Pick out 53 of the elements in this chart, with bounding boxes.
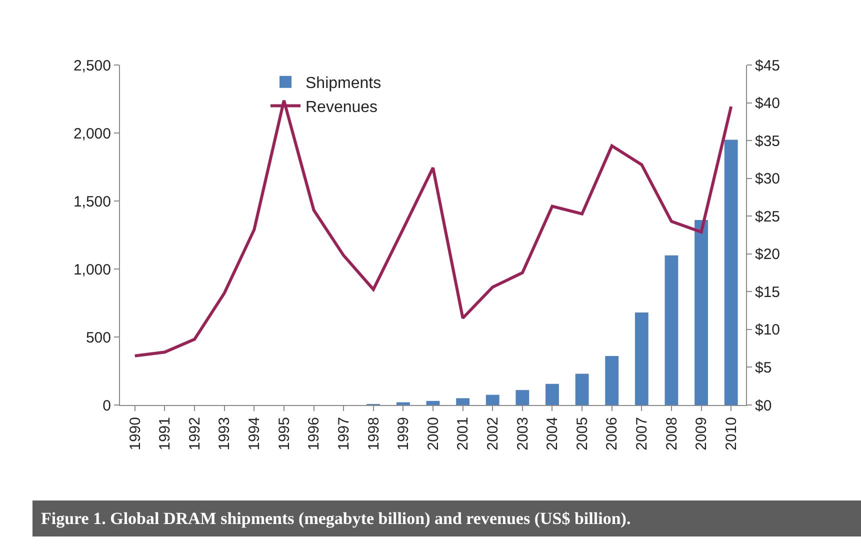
bar bbox=[546, 384, 559, 405]
y-tick-label: 0 bbox=[102, 397, 111, 414]
y2-tick-label: $15 bbox=[755, 284, 780, 301]
bar bbox=[456, 398, 470, 405]
bar bbox=[724, 140, 738, 405]
bar bbox=[575, 374, 589, 405]
y2-tick-label: $25 bbox=[755, 208, 780, 226]
x-tick-label: 1993 bbox=[216, 417, 234, 450]
caption: Figure 1. Global DRAM shipments (megabyte billion) and revenues (US$ billion). bbox=[41, 509, 631, 528]
x-tick-label: 1992 bbox=[186, 417, 204, 450]
x-tick-label: 2005 bbox=[574, 417, 591, 450]
y2-tick-label: $10 bbox=[755, 322, 780, 339]
legend-label: Revenues bbox=[306, 98, 378, 116]
x-tick-label: 2009 bbox=[693, 417, 710, 450]
x-tick-label: 2006 bbox=[604, 417, 621, 450]
x-tick-label: 1997 bbox=[335, 417, 352, 450]
x-tick-label: 1995 bbox=[276, 417, 293, 450]
y-tick-label: 500 bbox=[86, 329, 111, 346]
y-tick-label: 2,500 bbox=[73, 57, 111, 74]
x-tick-label: 1998 bbox=[365, 417, 382, 450]
x-tick-label: 2004 bbox=[544, 417, 562, 450]
x-tick-label: 2000 bbox=[424, 417, 442, 450]
y2-tick-label: $5 bbox=[755, 359, 772, 376]
bar bbox=[396, 402, 410, 405]
bar bbox=[664, 255, 678, 405]
x-tick-label: 1994 bbox=[246, 417, 264, 450]
y-tick-label: 1,500 bbox=[73, 193, 111, 210]
x-tick-label: 1990 bbox=[126, 417, 144, 450]
y2-tick-label: $35 bbox=[755, 132, 780, 150]
x-tick-label: 1999 bbox=[395, 417, 412, 450]
y2-tick-label: $0 bbox=[755, 397, 772, 414]
x-tick-label: 2008 bbox=[663, 417, 680, 450]
y2-tick-label: $20 bbox=[755, 246, 780, 264]
line-series bbox=[133, 99, 733, 358]
y2-tick-label: $40 bbox=[755, 95, 780, 112]
x-tick-label: 2002 bbox=[484, 417, 502, 450]
x-tick-label: 1996 bbox=[306, 417, 323, 450]
bar bbox=[486, 394, 500, 405]
x-tick-label: 2010 bbox=[722, 417, 740, 450]
bar bbox=[426, 400, 440, 405]
bar bbox=[694, 220, 708, 405]
x-tick-label: 2003 bbox=[514, 417, 532, 450]
legend-label: Shipments bbox=[306, 75, 382, 92]
y2-tick-label: $45 bbox=[755, 57, 780, 74]
bar bbox=[605, 356, 619, 405]
x-tick-label: 2001 bbox=[454, 417, 472, 450]
x-tick-label: 2007 bbox=[634, 417, 651, 450]
x-tick-label: 1991 bbox=[156, 417, 174, 450]
y-tick-label: 1,000 bbox=[73, 261, 111, 278]
y-tick-label: 2,000 bbox=[73, 125, 111, 142]
y2-tick-label: $30 bbox=[755, 170, 780, 188]
bar bbox=[634, 312, 648, 405]
bar bbox=[516, 390, 530, 405]
